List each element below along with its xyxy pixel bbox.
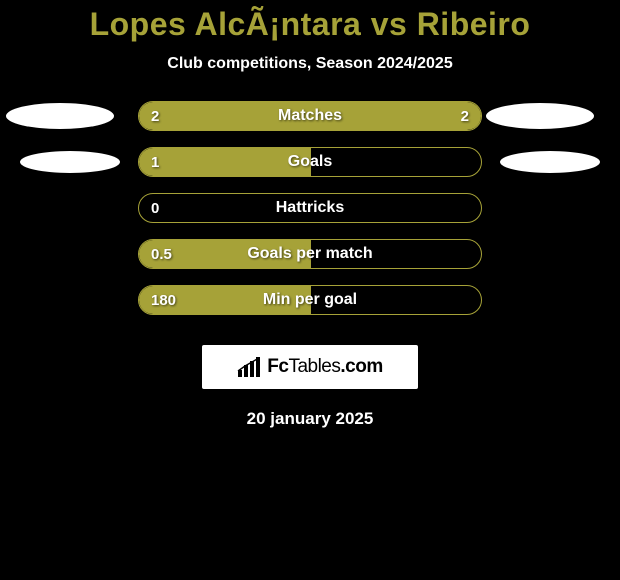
stat-bar: Goals per match0.5	[138, 239, 482, 269]
stat-bar: Min per goal180	[138, 285, 482, 315]
stat-row: Matches22	[0, 101, 620, 131]
footer-date: 20 january 2025	[0, 409, 620, 429]
stat-bar: Goals1	[138, 147, 482, 177]
stat-row: Goals1	[0, 147, 620, 177]
stat-value-left: 0	[151, 194, 159, 222]
stat-row: Min per goal180	[0, 285, 620, 315]
comparison-card: Lopes AlcÃ¡ntara vs Ribeiro Club competi…	[0, 6, 620, 580]
stat-row: Goals per match0.5	[0, 239, 620, 269]
page-subtitle: Club competitions, Season 2024/2025	[0, 55, 620, 73]
logo-dotcom: .com	[340, 356, 382, 377]
logo-text: FcTables.com	[267, 356, 382, 378]
stat-label: Hattricks	[139, 194, 481, 222]
fctables-logo: FcTables.com	[202, 345, 418, 389]
page-title: Lopes AlcÃ¡ntara vs Ribeiro	[0, 6, 620, 43]
stat-fill-left	[139, 240, 311, 268]
logo-fc: Fc	[267, 356, 288, 377]
stat-fill-right	[309, 102, 481, 130]
stat-fill-left	[139, 286, 311, 314]
stat-rows: Matches22 Goals1 Hattricks0 Goals per match…	[0, 101, 620, 315]
player-right-blob	[500, 151, 600, 173]
stat-fill-left	[139, 102, 311, 130]
player-left-blob	[6, 103, 114, 129]
stat-row: Hattricks0	[0, 193, 620, 223]
barchart-icon	[237, 356, 263, 378]
stat-bar: Matches22	[138, 101, 482, 131]
stat-fill-left	[139, 148, 311, 176]
logo-tables: Tables	[288, 356, 340, 377]
player-right-blob	[486, 103, 594, 129]
stat-bar: Hattricks0	[138, 193, 482, 223]
player-left-blob	[20, 151, 120, 173]
